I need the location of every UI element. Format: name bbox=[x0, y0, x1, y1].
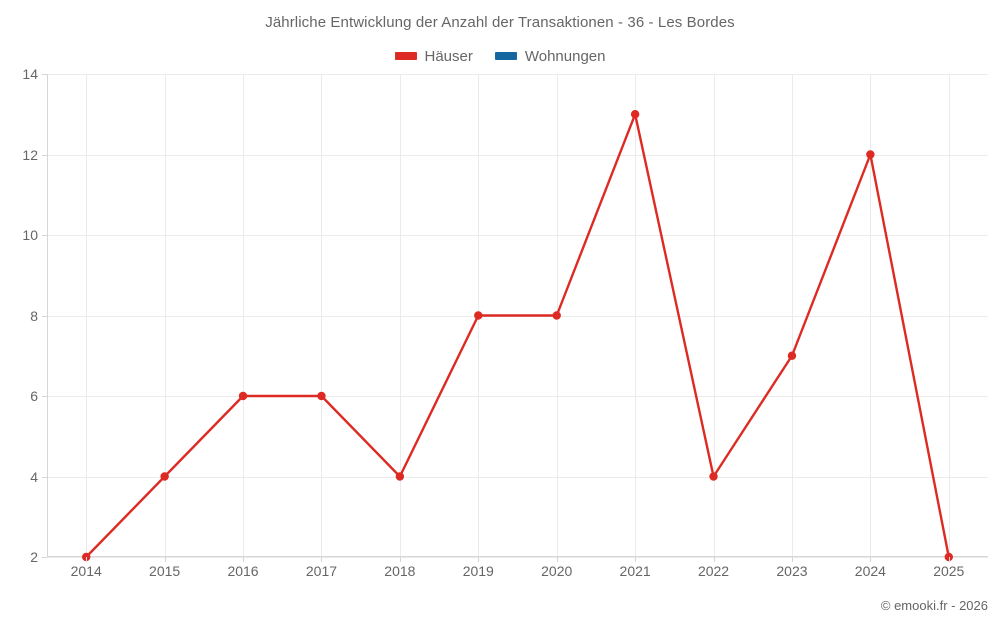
data-point-marker bbox=[630, 110, 640, 119]
data-point-marker bbox=[474, 311, 483, 320]
x-axis-tick-label: 2021 bbox=[619, 563, 651, 579]
x-axis-tick-label: 2025 bbox=[933, 563, 965, 579]
chart-legend: Häuser Wohnungen bbox=[0, 46, 1000, 66]
legend-item-wohnungen[interactable]: Wohnungen bbox=[494, 47, 606, 65]
x-axis-tick-label: 2022 bbox=[697, 563, 730, 579]
x-axis-tick-label: 2015 bbox=[149, 563, 181, 579]
data-point-marker bbox=[709, 472, 718, 481]
y-axis-tick-label: 12 bbox=[22, 146, 38, 163]
x-axis-tick-label: 2020 bbox=[541, 563, 573, 579]
x-axis-tick-label: 2017 bbox=[305, 563, 338, 579]
data-point-marker bbox=[238, 391, 248, 401]
y-axis-tick-label: 6 bbox=[30, 388, 38, 404]
data-point-marker bbox=[82, 552, 91, 562]
data-point-marker bbox=[944, 552, 953, 562]
legend-swatch-hauser bbox=[394, 52, 417, 60]
plot-svg bbox=[42, 74, 988, 562]
legend-label-wohnungen: Wohnungen bbox=[524, 47, 606, 65]
x-axis-tick-label: 2019 bbox=[462, 563, 494, 579]
x-axis-tick-label: 2014 bbox=[70, 563, 102, 579]
legend-item-hauser[interactable]: Häuser bbox=[394, 47, 473, 65]
chart-title: Jährliche Entwicklung der Anzahl der Tra… bbox=[265, 14, 735, 31]
data-point-marker bbox=[395, 472, 405, 481]
data-point-marker bbox=[866, 150, 875, 159]
series-line-0 bbox=[85, 113, 950, 559]
legend-label-hauser: Häuser bbox=[424, 47, 473, 65]
data-point-marker bbox=[787, 351, 797, 360]
plot-area bbox=[42, 74, 988, 562]
data-point-marker bbox=[317, 391, 326, 401]
data-point-marker bbox=[552, 311, 561, 320]
y-axis-tick-label: 8 bbox=[30, 307, 38, 324]
x-axis-tick-label: 2024 bbox=[854, 563, 886, 579]
y-axis-tick-label: 4 bbox=[30, 468, 38, 485]
x-axis-tick-labels: 2014 2015 2016 2017 2018 2019 2020 2021 2022 2023… bbox=[47, 563, 988, 585]
y-axis-tick-labels: 2 4 6 8 10 12 14 bbox=[0, 66, 38, 565]
legend-swatch-wohnungen bbox=[494, 52, 517, 60]
data-point-marker bbox=[160, 472, 169, 481]
x-axis-tick-label: 2018 bbox=[384, 563, 416, 579]
y-axis-tick-label: 14 bbox=[22, 66, 38, 82]
x-axis-tick-label: 2023 bbox=[776, 563, 808, 579]
y-axis-tick-label: 10 bbox=[22, 227, 38, 243]
x-axis-tick-label: 2016 bbox=[227, 563, 259, 579]
y-axis-tick-label: 2 bbox=[30, 549, 38, 565]
copyright-credit: © emooki.fr - 2026 bbox=[880, 598, 988, 613]
